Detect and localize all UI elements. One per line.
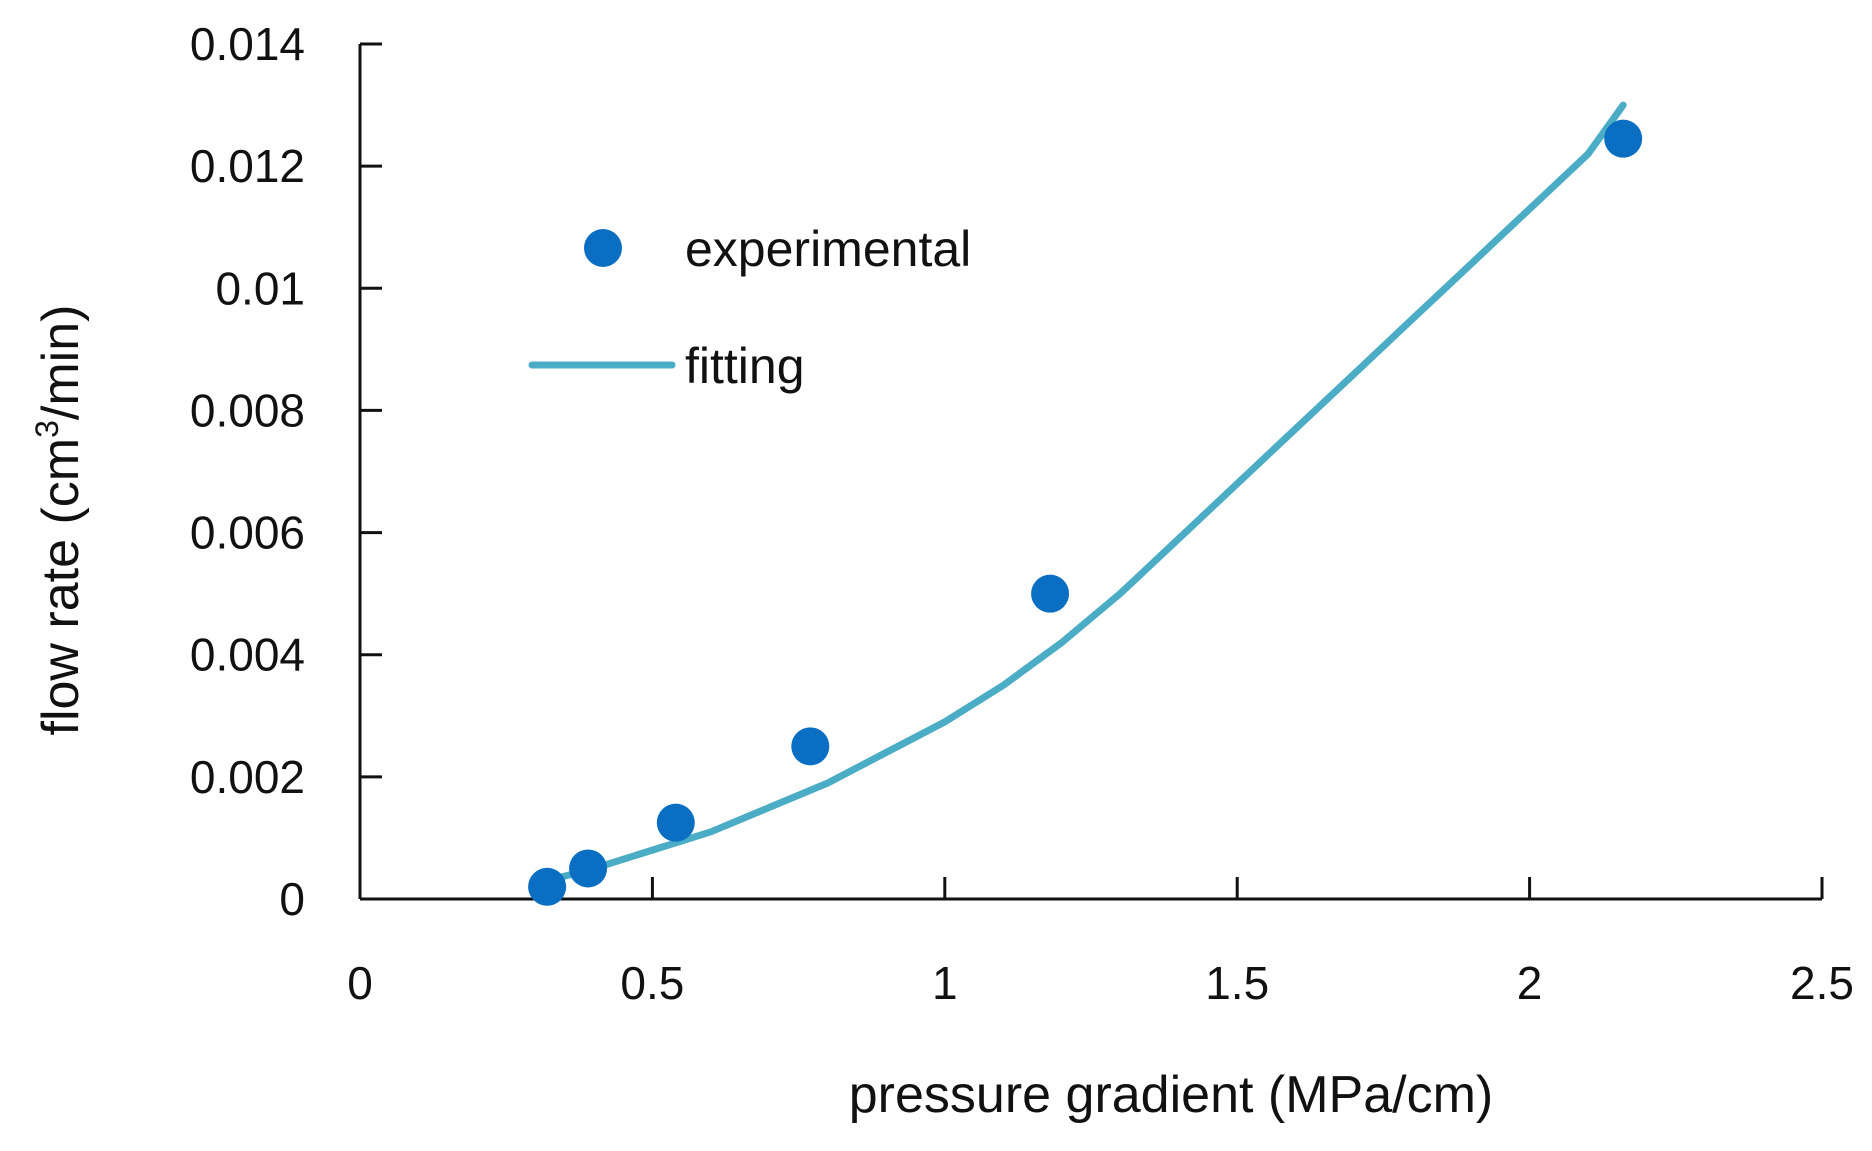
legend-marker-experimental bbox=[584, 229, 622, 267]
ticks: 0 0.002 0.004 0.006 0.008 0.01 0.012 0.014 0 0.5 1… bbox=[190, 18, 1854, 1009]
x-tick-label: 1.5 bbox=[1205, 957, 1269, 1009]
legend-label-experimental: experimental bbox=[685, 221, 971, 277]
experimental-point bbox=[569, 849, 608, 888]
axes bbox=[358, 44, 1822, 901]
legend: experimental fitting bbox=[528, 221, 971, 394]
y-tick-label: 0.01 bbox=[215, 262, 305, 314]
y-axis-title: flow rate (cm3/min) bbox=[29, 305, 90, 736]
y-tick-label: 0.014 bbox=[190, 18, 305, 70]
y-tick-label: 0.008 bbox=[190, 384, 305, 436]
y-tick-label: 0.012 bbox=[190, 140, 305, 192]
x-tick-label: 0 bbox=[347, 957, 373, 1009]
experimental-point bbox=[1604, 119, 1643, 158]
experimental-point bbox=[528, 867, 567, 906]
y-axis-title-prefix: flow rate (cm bbox=[32, 438, 90, 736]
series bbox=[528, 101, 1643, 906]
x-axis-title: pressure gradient (MPa/cm) bbox=[849, 1066, 1493, 1124]
x-tick-label: 2.5 bbox=[1790, 957, 1854, 1009]
legend-label-fitting: fitting bbox=[685, 338, 805, 394]
experimental-point bbox=[791, 727, 830, 766]
fitting-line bbox=[543, 101, 1627, 885]
y-axis-title-suffix: /min) bbox=[32, 305, 90, 421]
experimental-point bbox=[1031, 574, 1070, 613]
y-axis-title-superscript: 3 bbox=[29, 420, 65, 438]
y-tick-label: 0 bbox=[279, 873, 305, 925]
y-tick-label: 0.006 bbox=[190, 507, 305, 559]
y-tick-label: 0.004 bbox=[190, 629, 305, 681]
x-tick-label: 0.5 bbox=[620, 957, 684, 1009]
experimental-point bbox=[656, 803, 695, 842]
y-tick-label: 0.002 bbox=[190, 751, 305, 803]
x-tick-label: 2 bbox=[1517, 957, 1543, 1009]
x-tick-label: 1 bbox=[932, 957, 958, 1009]
